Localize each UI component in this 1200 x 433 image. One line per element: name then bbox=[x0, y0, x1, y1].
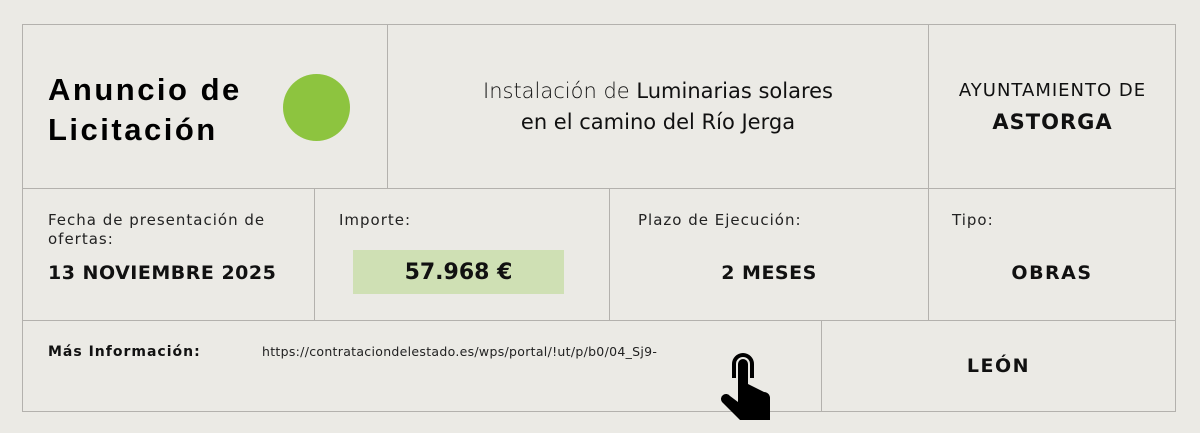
desc-pre: Instalación de bbox=[483, 79, 637, 103]
province-cell bbox=[821, 320, 1176, 412]
province-value: LEÓN bbox=[966, 355, 1031, 377]
plazo-value: 2 MESES bbox=[721, 262, 817, 284]
municipality-label: AYUNTAMIENTO DE bbox=[958, 80, 1147, 101]
info-cell bbox=[22, 320, 822, 412]
project-description: Instalación de Luminarias solares en el … bbox=[388, 76, 928, 138]
fecha-value: 13 NOVIEMBRE 2025 bbox=[48, 262, 277, 284]
title-line-1: Anuncio de bbox=[48, 72, 242, 107]
title-line-2: Licitación bbox=[48, 112, 218, 147]
tipo-label: Tipo: bbox=[952, 211, 994, 229]
info-url-link[interactable]: https://contrataciondelestado.es/wps/por… bbox=[262, 344, 658, 359]
desc-line-2: en el camino del Río Jerga bbox=[520, 110, 796, 134]
importe-label: Importe: bbox=[339, 211, 412, 229]
fecha-label: Fecha de presentación de ofertas: bbox=[48, 211, 266, 248]
municipality-cell bbox=[928, 24, 1176, 189]
info-label: Más Información: bbox=[48, 344, 201, 360]
plazo-cell bbox=[609, 188, 929, 321]
pointing-hand-icon[interactable] bbox=[718, 350, 774, 422]
green-circle-icon bbox=[283, 74, 350, 141]
desc-bold: Luminarias solares bbox=[636, 79, 833, 103]
importe-value: 57.968 € bbox=[353, 250, 564, 294]
page-title: Anuncio de Licitación bbox=[48, 70, 242, 150]
plazo-label: Plazo de Ejecución: bbox=[638, 211, 802, 229]
fecha-cell bbox=[22, 188, 315, 321]
tipo-value: OBRAS bbox=[1011, 262, 1093, 284]
tipo-cell bbox=[928, 188, 1176, 321]
municipality-name: ASTORGA bbox=[992, 110, 1113, 134]
